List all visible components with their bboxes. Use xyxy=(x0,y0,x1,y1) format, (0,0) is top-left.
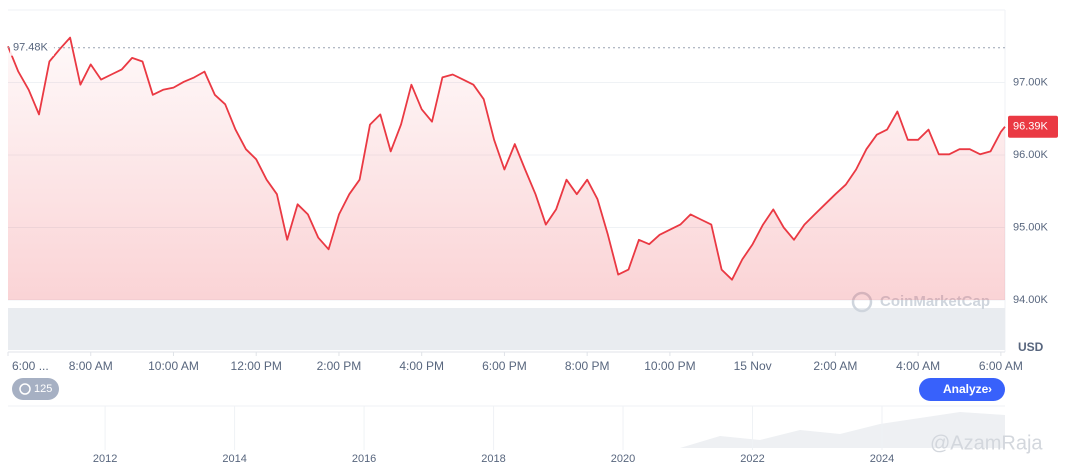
x-tick-label: 4:00 PM xyxy=(399,359,444,373)
x-tick-label: 6:00 PM xyxy=(482,359,527,373)
x-tick-label: 2:00 PM xyxy=(317,359,362,373)
navigator-tick-label: 2022 xyxy=(740,453,764,465)
navigator-area xyxy=(680,412,1005,448)
y-tick-label: 96.00K xyxy=(1013,149,1049,161)
credit: @AzamRaja xyxy=(930,432,1043,454)
analyze-button[interactable]: Analyze › xyxy=(919,378,1005,401)
x-tick-label: 15 Nov xyxy=(734,359,772,373)
navigator-tick-label: 2024 xyxy=(870,453,894,465)
x-tick-label: 4:00 AM xyxy=(896,359,940,373)
current-price-tag xyxy=(1008,115,1058,138)
high-label: 97.48K xyxy=(13,42,49,54)
zoom-badge[interactable]: 125 xyxy=(12,378,59,400)
x-tick-label: 6:00 ... xyxy=(12,359,49,373)
y-tick-label: 94.00K xyxy=(1013,294,1049,306)
navigator-tick-label: 2016 xyxy=(352,453,376,465)
navigator-tick-label: 2012 xyxy=(93,453,117,465)
x-tick-label: 10:00 AM xyxy=(148,359,199,373)
x-tick-label: 6:00 AM xyxy=(979,359,1023,373)
y-axis-label: USD xyxy=(1018,340,1044,354)
button-text: Analyze xyxy=(943,382,989,396)
badge-text: 125 xyxy=(34,383,52,395)
y-tick-label: 97.00K xyxy=(1013,76,1049,88)
price-line xyxy=(7,36,1006,281)
navigator-tick-label: 2020 xyxy=(611,453,635,465)
x-tick-label: 8:00 PM xyxy=(565,359,610,373)
area xyxy=(8,37,1005,300)
navigator-tick-label: 2014 xyxy=(222,453,246,465)
current-price-label: 96.39K xyxy=(1013,121,1049,133)
button-bg xyxy=(919,378,1005,401)
button-chevron: › xyxy=(988,382,992,396)
badge-icon xyxy=(19,383,31,395)
y-tick-label: 95.00K xyxy=(1013,221,1049,233)
high-label-bg xyxy=(10,39,54,56)
navigator-tick-label: 2018 xyxy=(481,453,505,465)
volume-band xyxy=(8,308,1005,350)
x-tick-label: 10:00 PM xyxy=(644,359,695,373)
x-tick-label: 2:00 AM xyxy=(813,359,857,373)
x-tick-label: 8:00 AM xyxy=(69,359,113,373)
x-tick-label: 12:00 PM xyxy=(231,359,282,373)
